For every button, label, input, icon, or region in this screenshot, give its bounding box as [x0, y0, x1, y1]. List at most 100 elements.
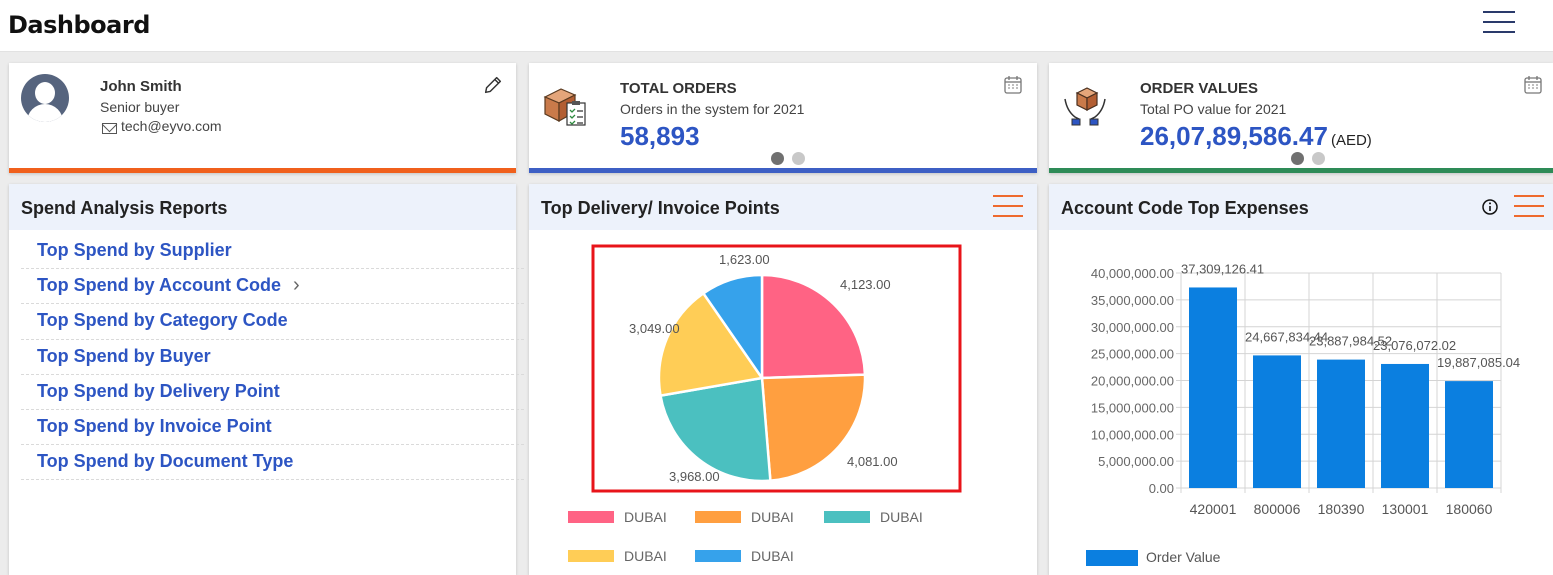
- total-orders-title: TOTAL ORDERS: [620, 80, 737, 97]
- legend-item[interactable]: Order Value: [1086, 549, 1221, 566]
- x-tick-label: 130001: [1382, 501, 1429, 517]
- hands-box-icon: [1064, 87, 1106, 126]
- legend-label: DUBAI: [624, 509, 667, 525]
- y-tick-label: 20,000,000.00: [1091, 374, 1174, 389]
- legend-label: DUBAI: [624, 548, 667, 564]
- page-title: Dashboard: [8, 11, 150, 39]
- report-link[interactable]: Top Spend by Invoice Point: [21, 410, 524, 446]
- legend-item[interactable]: DUBAI: [568, 509, 667, 525]
- y-tick-label: 30,000,000.00: [1091, 320, 1174, 335]
- bar-value-label: 23,887,984.52: [1309, 334, 1392, 349]
- orders-accent-bar: [529, 168, 1037, 173]
- pie-value-label: 4,123.00: [840, 277, 891, 292]
- avatar: [21, 74, 69, 122]
- total-orders-subtitle: Orders in the system for 2021: [620, 101, 805, 117]
- pie-value-label: 4,081.00: [847, 454, 898, 469]
- chart-menu-icon[interactable]: [1514, 195, 1544, 217]
- pie-slice[interactable]: [760, 373, 867, 483]
- calendar-icon[interactable]: [1523, 75, 1543, 95]
- y-tick-label: 5,000,000.00: [1098, 454, 1174, 469]
- pie-value-label: 3,049.00: [629, 321, 680, 336]
- order-values-title: ORDER VALUES: [1140, 80, 1259, 97]
- y-tick-label: 10,000,000.00: [1091, 427, 1174, 442]
- order-values-value: 26,07,89,586.47: [1140, 121, 1328, 151]
- order-values-card: ORDER VALUES Total PO value for 2021 26,…: [1049, 63, 1553, 173]
- legend-item[interactable]: DUBAI: [695, 509, 794, 525]
- chevron-right-icon: ›: [293, 274, 300, 297]
- pie-slice[interactable]: [701, 273, 764, 383]
- panel-header: Spend Analysis Reports: [9, 184, 516, 230]
- carousel-dot[interactable]: [1312, 152, 1325, 165]
- carousel-dot[interactable]: [771, 152, 784, 165]
- legend-label: DUBAI: [880, 509, 923, 525]
- x-tick-label: 180390: [1318, 501, 1365, 517]
- x-tick-label: 420001: [1190, 501, 1237, 517]
- report-link-label: Top Spend by Invoice Point: [37, 415, 272, 436]
- report-link[interactable]: Top Spend by Account Code ›: [21, 269, 524, 305]
- orders-carousel-dots: [771, 152, 805, 165]
- currency-unit: (AED): [1330, 132, 1372, 149]
- panel-header: Top Delivery/ Invoice Points: [529, 184, 1037, 230]
- report-link-label: Top Spend by Account Code: [37, 275, 281, 296]
- report-link[interactable]: Top Spend by Delivery Point: [21, 375, 524, 410]
- pie-value-label: 3,968.00: [669, 469, 720, 484]
- x-tick-label: 180060: [1446, 501, 1493, 517]
- calendar-icon[interactable]: [1003, 75, 1023, 95]
- delivery-points-title: Top Delivery/ Invoice Points: [541, 198, 780, 218]
- order-values-amount: 26,07,89,586.47 (AED): [1140, 121, 1372, 152]
- legend-item[interactable]: DUBAI: [824, 509, 923, 525]
- y-tick-label: 35,000,000.00: [1091, 293, 1174, 308]
- bar-value-label: 37,309,126.41: [1181, 261, 1264, 276]
- user-email-text: tech@eyvo.com: [121, 118, 222, 134]
- mail-icon: [102, 122, 117, 134]
- legend-label: DUBAI: [751, 548, 794, 564]
- bar-value-label: 24,667,834.44: [1245, 329, 1328, 344]
- y-tick-label: 15,000,000.00: [1091, 400, 1174, 415]
- y-tick-label: 25,000,000.00: [1091, 347, 1174, 362]
- x-tick-label: 800006: [1254, 501, 1301, 517]
- total-orders-value: 58,893: [620, 121, 700, 151]
- panel-header: Account Code Top Expenses: [1049, 184, 1553, 230]
- user-name: John Smith: [100, 78, 182, 95]
- values-carousel-dots: [1291, 152, 1325, 165]
- legend-item[interactable]: DUBAI: [695, 548, 794, 564]
- report-link[interactable]: Top Spend by Buyer: [21, 340, 524, 375]
- user-role: Senior buyer: [100, 99, 180, 115]
- carousel-dot[interactable]: [1291, 152, 1304, 165]
- report-link[interactable]: Top Spend by Document Type: [21, 445, 524, 481]
- info-icon[interactable]: [1481, 198, 1499, 216]
- legend-swatch: [568, 550, 614, 562]
- report-list: Top Spend by Supplier Top Spend by Accoun…: [21, 234, 524, 481]
- bar[interactable]: [1445, 381, 1493, 488]
- chart-menu-icon[interactable]: [993, 195, 1023, 217]
- legend-swatch: [695, 511, 741, 523]
- legend-swatch: [568, 511, 614, 523]
- main-menu-icon[interactable]: [1483, 11, 1515, 35]
- y-tick-label: 0.00: [1149, 481, 1174, 496]
- profile-accent-bar: [9, 168, 516, 173]
- report-link-label: Top Spend by Supplier: [37, 240, 232, 260]
- bar-value-label: 23,076,072.02: [1373, 338, 1456, 353]
- report-link[interactable]: Top Spend by Supplier: [21, 234, 524, 270]
- y-tick-label: 40,000,000.00: [1091, 266, 1174, 281]
- report-link[interactable]: Top Spend by Category Code: [21, 304, 524, 340]
- spend-analysis-panel: Spend Analysis Reports Top Spend by Supp…: [9, 184, 524, 575]
- bar[interactable]: [1189, 287, 1237, 488]
- user-email: tech@eyvo.com: [102, 118, 222, 134]
- report-link-label: Top Spend by Category Code: [37, 310, 288, 331]
- top-bar: Dashboard: [0, 0, 1553, 52]
- report-link-label: Top Spend by Document Type: [37, 451, 294, 472]
- bar[interactable]: [1317, 359, 1365, 488]
- legend-item[interactable]: DUBAI: [568, 548, 667, 564]
- bar[interactable]: [1253, 355, 1301, 488]
- legend-swatch: [695, 550, 741, 562]
- bar[interactable]: [1381, 363, 1429, 488]
- carousel-dot[interactable]: [792, 152, 805, 165]
- pie-slice[interactable]: [659, 376, 772, 483]
- delivery-points-panel: Top Delivery/ Invoice Points 4,123.00 4,0…: [529, 184, 1037, 575]
- order-values-subtitle: Total PO value for 2021: [1140, 101, 1287, 117]
- edit-icon[interactable]: [482, 74, 504, 96]
- pie-slice[interactable]: [760, 273, 867, 380]
- pie-slice[interactable]: [657, 291, 765, 398]
- spend-analysis-title: Spend Analysis Reports: [21, 198, 228, 218]
